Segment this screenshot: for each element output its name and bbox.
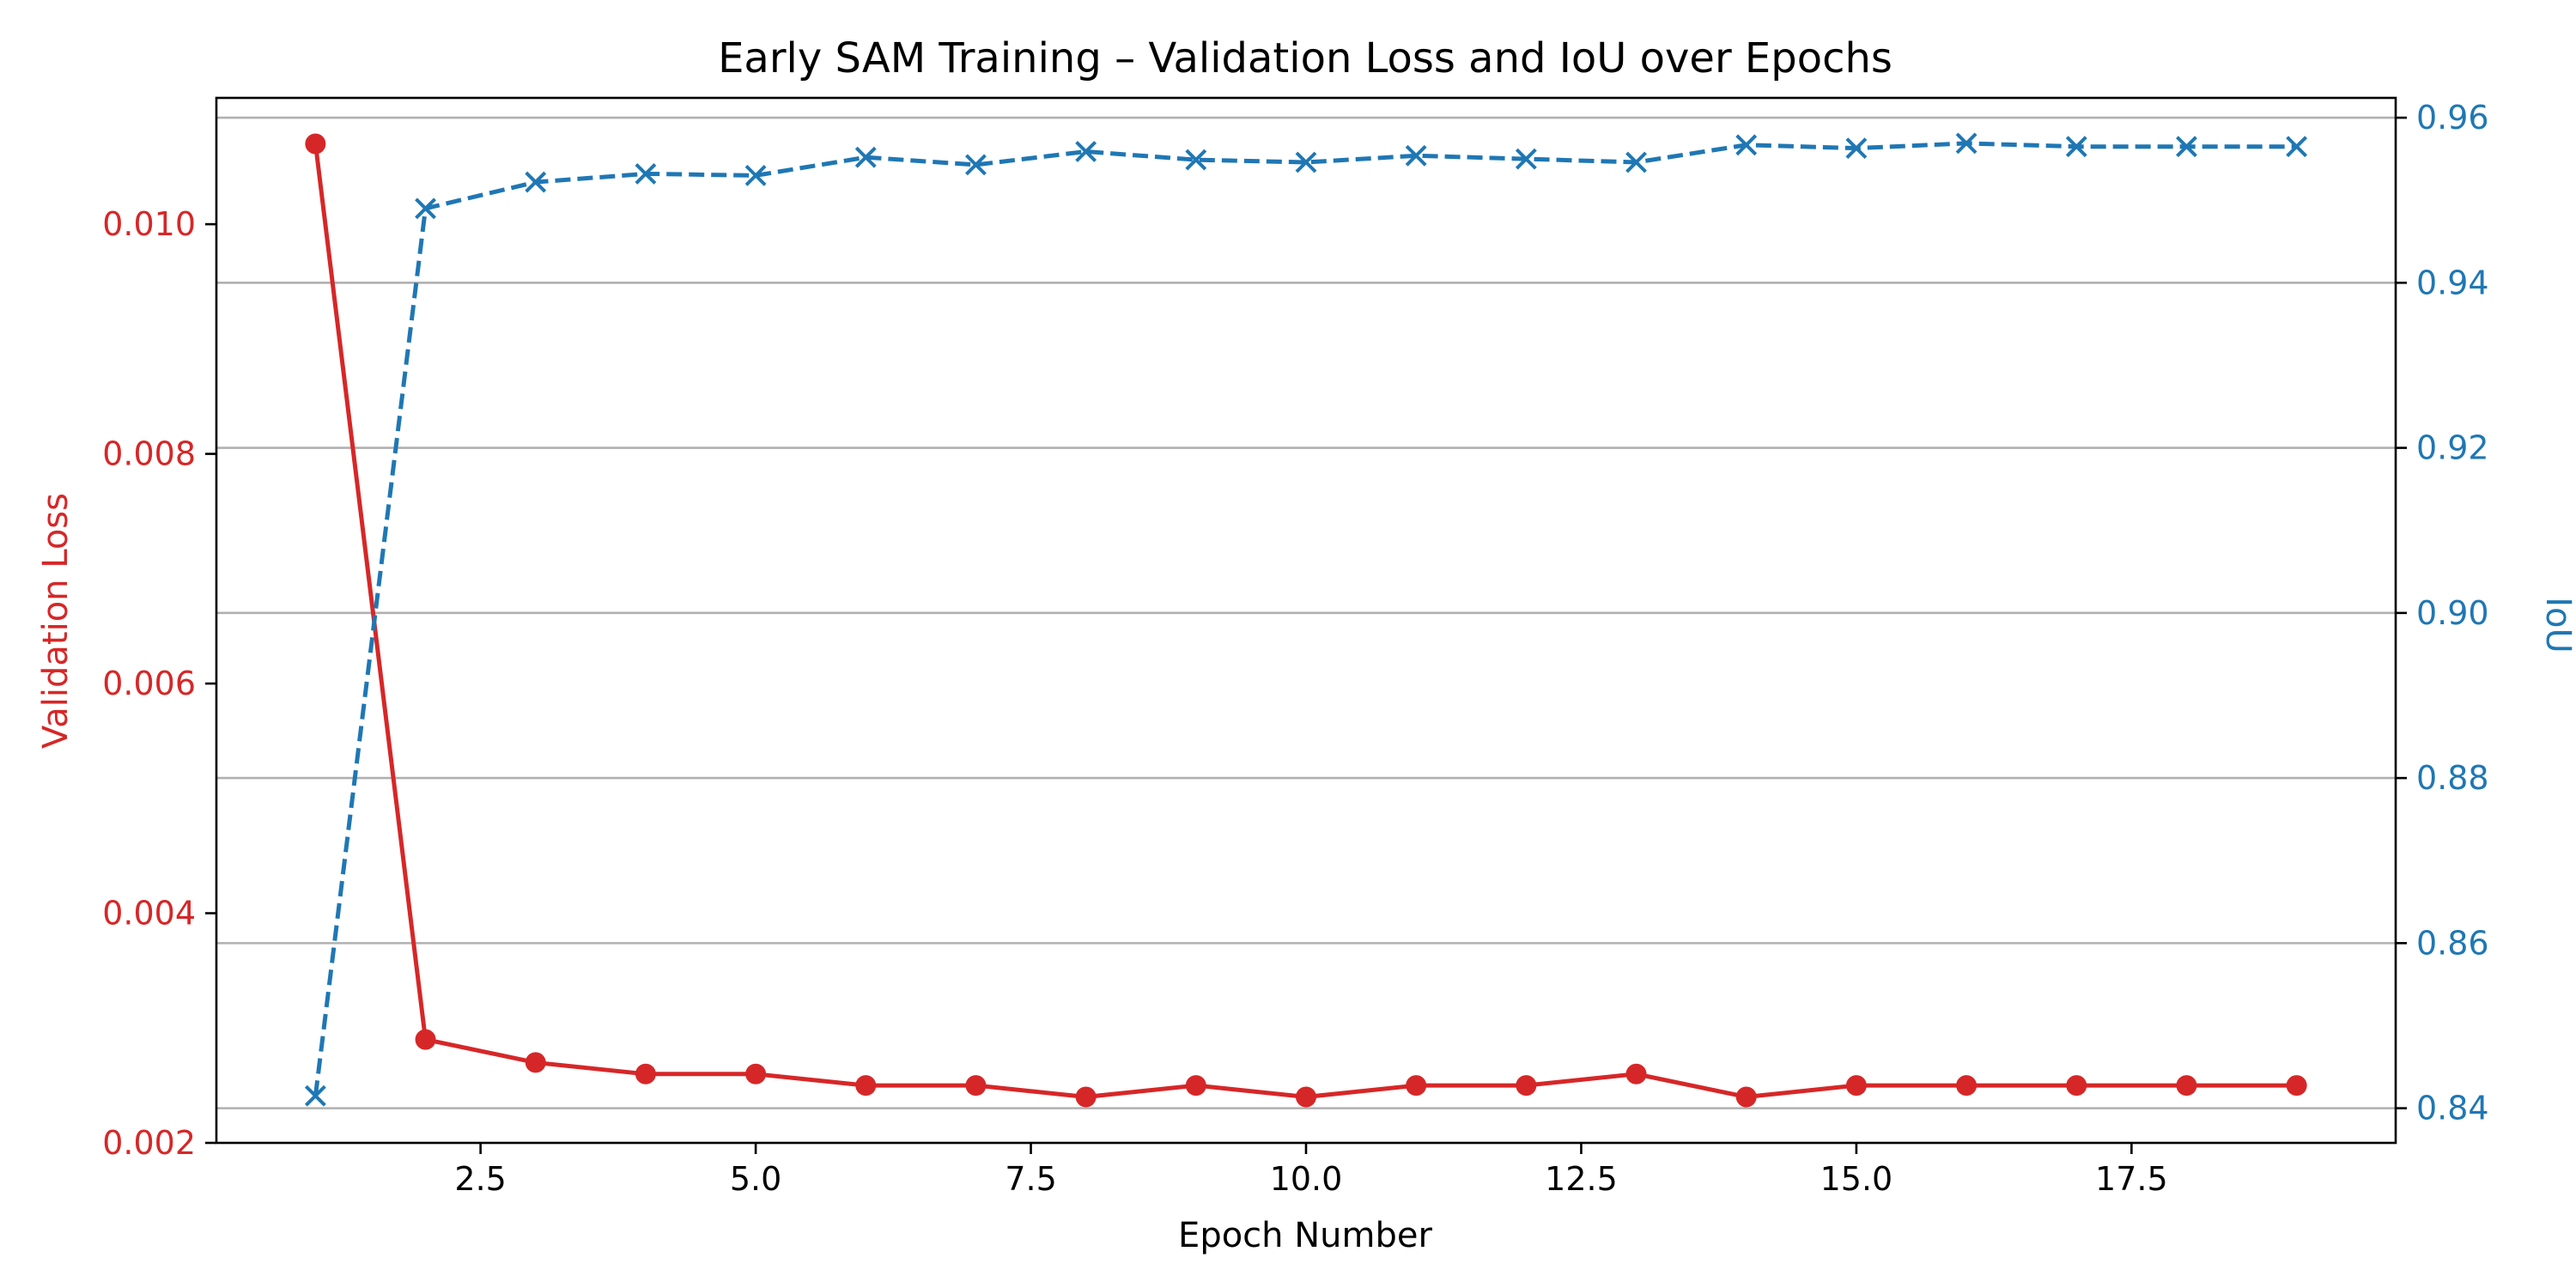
iou-point (854, 146, 877, 168)
x-tick-label: 12.5 (1545, 1160, 1618, 1198)
iou-marker-stroke (2176, 136, 2197, 158)
loss-point (2286, 1075, 2307, 1097)
y-left-tick-label: 0.002 (102, 1124, 196, 1162)
iou-point (525, 171, 547, 193)
iou-marker-stroke (1955, 132, 1978, 155)
iou-point (965, 154, 987, 176)
grid-lines (216, 116, 2396, 1109)
loss-point (1406, 1075, 1427, 1097)
y-right-axis-label: IoU (2538, 597, 2576, 653)
iou-marker-stroke (1185, 149, 1207, 171)
loss-point (635, 1063, 656, 1084)
loss-point (1845, 1075, 1867, 1097)
iou-marker-stroke (415, 197, 436, 220)
loss-point (1625, 1063, 1647, 1084)
y-left-tick-label: 0.010 (102, 205, 196, 243)
x-tick-label: 5.0 (730, 1160, 781, 1198)
axes: 2.5 5.0 7.5 10.0 12.5 15.0 17.5 0.002 0.004 0.006… (102, 96, 2489, 1198)
iou-point (1955, 132, 1978, 155)
iou-point (1515, 148, 1537, 170)
y-left-tick-label: 0.008 (102, 435, 196, 473)
chart-title: Early SAM Training – Validation Loss and… (718, 34, 1893, 82)
iou-marker-stroke (965, 154, 987, 176)
iou-marker-stroke (304, 1084, 326, 1107)
y-left-tick-label: 0.004 (102, 895, 196, 933)
x-tick-label: 17.5 (2095, 1160, 2168, 1198)
y-right-tick-label: 0.96 (2416, 99, 2489, 137)
loss-point (1956, 1075, 1978, 1097)
x-tick-label: 10.0 (1270, 1160, 1343, 1198)
iou-point (415, 197, 436, 220)
loss-point (1075, 1086, 1097, 1108)
x-tick-label: 2.5 (454, 1160, 506, 1198)
loss-point (1185, 1075, 1206, 1097)
plot-frame (215, 96, 2397, 1145)
loss-point (1516, 1075, 1537, 1097)
loss-series-line (313, 143, 2297, 1100)
y-right-tick-label: 0.92 (2416, 429, 2489, 467)
loss-point (745, 1063, 767, 1084)
iou-marker-stroke (1625, 151, 1647, 173)
iou-marker-stroke (744, 164, 767, 186)
iou-marker-stroke (2065, 136, 2087, 158)
iou-point (1405, 144, 1427, 167)
loss-point (965, 1075, 987, 1097)
x-tick-label: 15.0 (1820, 1160, 1893, 1198)
loss-point (1296, 1086, 1316, 1108)
y-left-tick-label: 0.006 (102, 665, 196, 702)
iou-point (2286, 136, 2308, 158)
iou-point (1295, 151, 1317, 173)
y-left-axis-label: Validation Loss (36, 493, 76, 749)
loss-point (2176, 1075, 2197, 1097)
iou-marker-stroke (854, 146, 877, 168)
loss-point (1735, 1086, 1757, 1108)
loss-point (525, 1052, 546, 1073)
iou-point (1625, 151, 1647, 173)
loss-point (305, 133, 326, 155)
loss-point (415, 1029, 436, 1050)
iou-marker-stroke (525, 171, 547, 193)
iou-marker-stroke (1845, 137, 1868, 160)
iou-marker-stroke (2286, 136, 2308, 158)
x-axis-label: Epoch Number (1178, 1216, 1432, 1255)
iou-marker-stroke (1075, 141, 1097, 162)
y-right-tick-label: 0.94 (2416, 264, 2489, 301)
y-right-tick-label: 0.86 (2416, 924, 2489, 962)
iou-point (2065, 136, 2087, 158)
iou-point (1735, 134, 1758, 156)
iou-point (1845, 137, 1868, 160)
iou-marker-stroke (1735, 134, 1758, 156)
x-tick-label: 7.5 (1005, 1160, 1056, 1198)
iou-marker-stroke (1295, 151, 1317, 173)
iou-point (1075, 141, 1097, 162)
loss-point (2066, 1075, 2087, 1097)
iou-point (304, 1084, 326, 1107)
iou-point (2176, 136, 2197, 158)
loss-point (855, 1075, 877, 1097)
iou-marker-stroke (635, 163, 657, 185)
iou-point (635, 163, 657, 185)
iou-marker-stroke (1515, 148, 1537, 170)
iou-series-line (313, 141, 2297, 1097)
y-right-tick-label: 0.84 (2416, 1090, 2489, 1127)
series-layer (304, 132, 2308, 1108)
iou-point (744, 164, 767, 186)
iou-point (1185, 149, 1207, 171)
y-right-tick-label: 0.88 (2416, 759, 2489, 797)
y-right-tick-label: 0.90 (2416, 594, 2489, 632)
iou-marker-stroke (1405, 144, 1427, 167)
